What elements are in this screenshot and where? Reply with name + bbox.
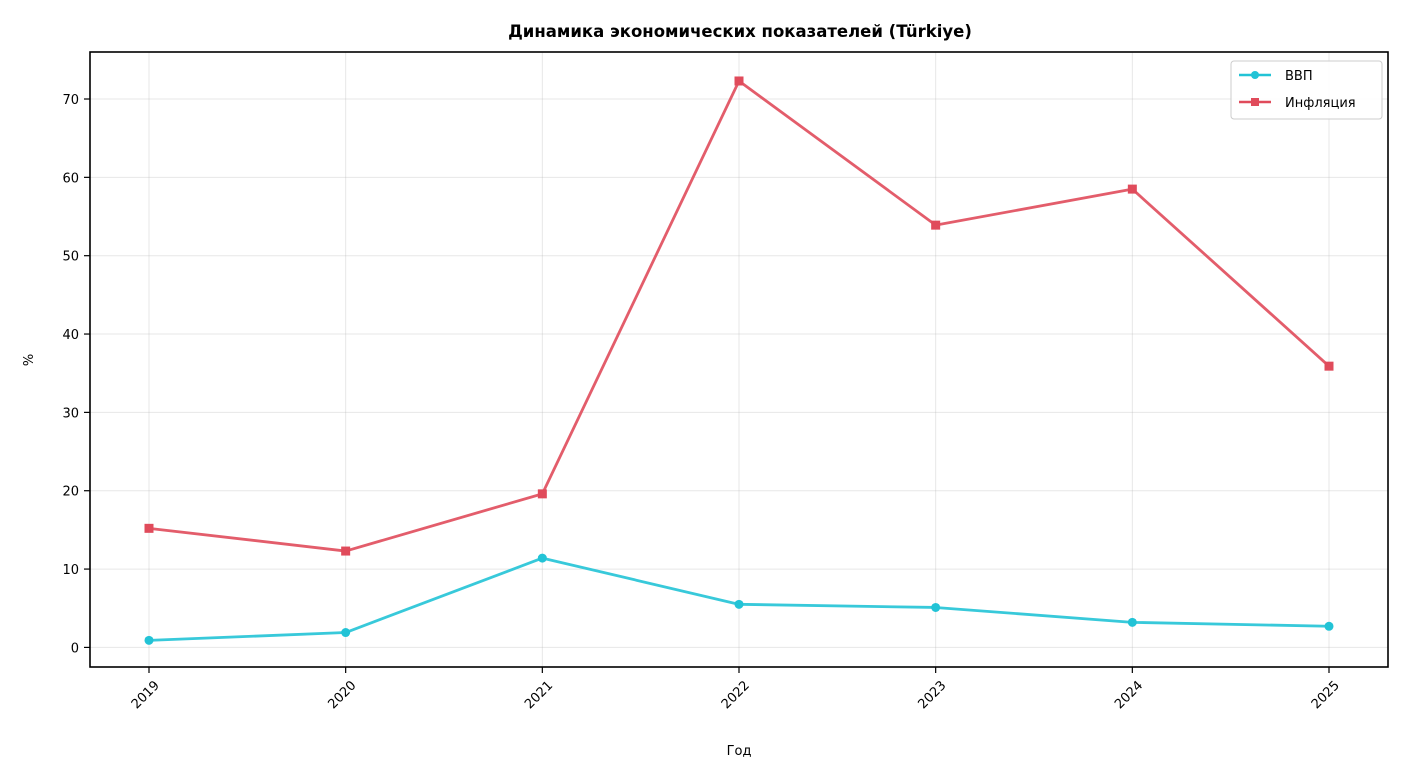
y-tick-label: 10: [62, 563, 79, 578]
y-tick-label: 20: [62, 485, 79, 500]
data-point: [734, 76, 744, 86]
y-tick-label: 40: [62, 328, 79, 343]
legend-marker-gdp: [1251, 71, 1259, 79]
data-point: [341, 546, 351, 556]
data-point: [931, 220, 941, 230]
y-axis-label: %: [22, 354, 37, 366]
data-point: [1127, 184, 1137, 194]
y-tick-label: 50: [62, 250, 79, 265]
data-point: [537, 553, 547, 563]
y-tick-label: 70: [62, 93, 79, 108]
data-point: [144, 635, 154, 645]
series-layer: [144, 76, 1334, 645]
y-tick-label: 0: [71, 641, 79, 656]
grid: [90, 52, 1388, 667]
legend: ВВП Инфляция: [1230, 60, 1383, 120]
data-point: [1324, 621, 1334, 631]
data-point: [734, 599, 744, 609]
data-point: [144, 523, 154, 533]
data-point: [537, 489, 547, 499]
y-axis: 0 10 20 30 40 50 60 70: [62, 93, 90, 656]
legend-marker-inflation: [1251, 98, 1259, 106]
y-tick-label: 30: [62, 406, 79, 421]
legend-label-inflation: Инфляция: [1285, 96, 1356, 111]
data-point: [1127, 617, 1137, 627]
chart-title: Динамика экономических показателей (Türk…: [508, 22, 972, 41]
data-point: [341, 628, 351, 638]
data-point: [931, 602, 941, 612]
data-point: [1324, 361, 1334, 371]
x-axis-label: Год: [727, 744, 752, 759]
legend-label-gdp: ВВП: [1285, 69, 1313, 84]
y-tick-label: 60: [62, 171, 79, 186]
